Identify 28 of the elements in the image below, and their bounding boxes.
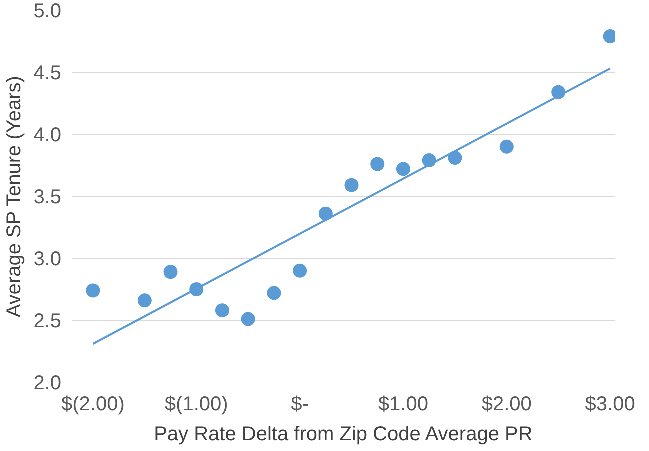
y-tick-label: 3.0 [34, 248, 62, 270]
point [344, 178, 359, 192]
point [293, 264, 308, 278]
point [138, 294, 152, 308]
y-tick-label: 4.5 [34, 62, 62, 84]
point [448, 151, 462, 166]
y-tick-label: 2.5 [34, 310, 62, 332]
point [370, 157, 385, 172]
point [267, 286, 282, 300]
point [396, 162, 410, 176]
x-tick-label: $1.00 [378, 394, 429, 416]
point [215, 304, 230, 318]
y-tick-label: 4.0 [34, 124, 62, 146]
x-tick-label: $- [291, 394, 309, 416]
point [241, 312, 256, 326]
x-tick-label: $2.00 [482, 394, 532, 416]
y-axis-title: Average SP Tenure (Years) [4, 76, 26, 318]
point [500, 140, 514, 154]
point [86, 284, 100, 298]
x-axis-title: Pay Rate Delta from Zip Code Average PR [154, 424, 533, 446]
x-tick-label: $(1.00) [164, 394, 228, 416]
y-tick-label: 3.5 [34, 186, 62, 208]
y-tick-label: 2.0 [34, 372, 62, 394]
y-tick-label: 5.0 [34, 0, 62, 22]
point [164, 265, 178, 280]
x-tick-label: $3.00 [585, 394, 636, 416]
point [318, 206, 333, 221]
x-tick-label: $(2.00) [62, 394, 125, 416]
